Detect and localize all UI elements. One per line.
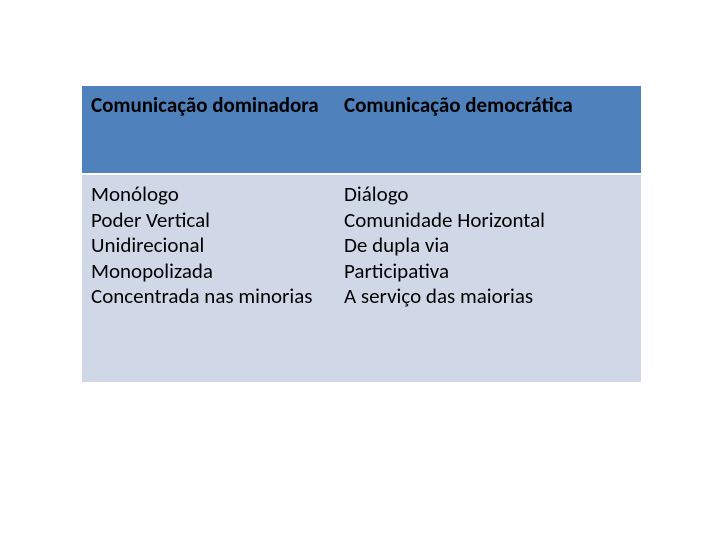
header-cell-right: Comunicação democrática	[335, 86, 641, 174]
header-text-right: Comunicação democrática	[344, 92, 573, 118]
table-body-row: Monólogo Poder Vertical Unidirecional Mo…	[82, 174, 641, 382]
table-header-row: Comunicação dominadora Comunicação democ…	[82, 86, 641, 174]
body-text-right: Diálogo Comunidade Horizontal De dupla v…	[344, 181, 545, 309]
header-cell-left: Comunicação dominadora	[82, 86, 335, 174]
body-cell-right: Diálogo Comunidade Horizontal De dupla v…	[335, 174, 641, 382]
slide-stage: Comunicação dominadora Comunicação democ…	[0, 0, 720, 540]
body-text-left: Monólogo Poder Vertical Unidirecional Mo…	[91, 181, 312, 309]
body-cell-left: Monólogo Poder Vertical Unidirecional Mo…	[82, 174, 335, 382]
header-text-left: Comunicação dominadora	[91, 92, 319, 118]
comparison-table: Comunicação dominadora Comunicação democ…	[82, 86, 641, 382]
